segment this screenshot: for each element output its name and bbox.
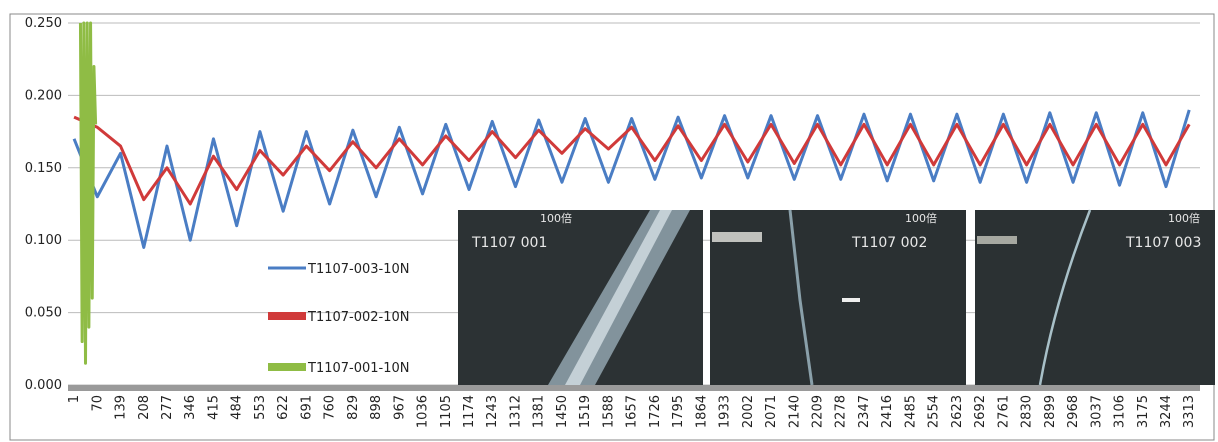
x-tick-label: 1864 <box>694 395 709 428</box>
x-tick-label: 208 <box>137 395 152 420</box>
x-tick-label: 2692 <box>973 395 988 428</box>
x-tick-label: 691 <box>299 395 314 420</box>
inset-label: T1107 001 <box>471 235 547 251</box>
y-tick-label: 0.250 <box>25 16 62 31</box>
y-tick-label: 0.150 <box>25 161 62 176</box>
x-tick-label: 2830 <box>1020 395 1035 428</box>
x-axis <box>68 385 1200 391</box>
y-tick-label: 0.200 <box>25 88 62 103</box>
x-tick-label: 1243 <box>485 395 500 428</box>
x-tick-label: 415 <box>206 395 221 420</box>
wear-track <box>565 210 672 385</box>
x-tick-label: 622 <box>276 395 291 420</box>
x-tick-label: 760 <box>323 395 338 420</box>
x-tick-label: 2209 <box>811 395 826 428</box>
x-tick-label: 2968 <box>1066 395 1081 428</box>
x-tick-label: 898 <box>369 395 384 420</box>
wear-track <box>788 209 814 386</box>
x-tick-label: 1036 <box>416 395 431 428</box>
legend-label: T1107-003-10N <box>307 262 410 277</box>
x-tick-label: 3313 <box>1182 395 1197 428</box>
x-tick-label: 1 <box>67 395 82 403</box>
legend-label: T1107-001-10N <box>307 361 410 376</box>
x-tick-label: 2140 <box>787 395 802 428</box>
x-tick-label: 139 <box>114 395 129 420</box>
x-tick-label: 346 <box>183 395 198 420</box>
y-tick-label: 0.000 <box>25 378 62 393</box>
axes: 0.000 0.050 0.100 0.150 0.200 0.250 1 70 139 208 2… <box>25 16 1200 428</box>
x-tick-label: 3037 <box>1089 395 1104 428</box>
x-tick-label: 967 <box>392 395 407 420</box>
x-tick-label: 70 <box>90 395 105 412</box>
x-tick-label: 277 <box>160 395 175 420</box>
x-tick-label: 2347 <box>857 395 872 428</box>
x-tick-label: 2071 <box>764 395 779 428</box>
x-tick-label: 2761 <box>996 395 1011 428</box>
x-tick-label: 2899 <box>1043 395 1058 428</box>
x-tick-label: 1588 <box>601 395 616 428</box>
x-tick-label: 2416 <box>880 395 895 428</box>
x-tick-label: 484 <box>230 395 245 420</box>
inset-label: T1107 002 <box>851 235 927 251</box>
series-line <box>78 21 98 365</box>
series-line <box>72 109 1191 249</box>
plot <box>72 21 1191 365</box>
x-tick-label: 1795 <box>671 395 686 428</box>
x-tick-label: 1312 <box>508 395 523 428</box>
x-tick-label: 2002 <box>741 395 756 428</box>
y-tick-label: 0.050 <box>25 306 62 321</box>
x-tick-label: 1657 <box>625 395 640 428</box>
inset-photos: 100倍 T1107 001 100倍 T1107 002 100倍 T1107… <box>458 209 1215 386</box>
x-tick-label: 1450 <box>555 395 570 428</box>
x-tick-label: 3106 <box>1113 395 1128 428</box>
x-tick-label: 2278 <box>834 395 849 428</box>
inset-magnification: 100倍 <box>540 211 572 225</box>
x-tick-label: 3175 <box>1136 395 1151 428</box>
x-tick-label: 1519 <box>578 395 593 428</box>
y-tick-label: 0.100 <box>25 233 62 248</box>
x-tick-label: 2485 <box>903 395 918 428</box>
x-tick-label: 2623 <box>950 395 965 428</box>
inset-magnification: 100倍 <box>1168 211 1200 225</box>
series-line <box>73 115 1191 206</box>
x-tick-label: 3244 <box>1159 395 1174 428</box>
inset-magnification: 100倍 <box>905 211 937 225</box>
x-tick-label: 829 <box>346 395 361 420</box>
glare <box>712 232 762 242</box>
x-tick-label: 2554 <box>927 395 942 428</box>
glare <box>977 236 1017 244</box>
wear-track <box>1038 209 1092 386</box>
x-tick-label: 1933 <box>718 395 733 428</box>
x-tick-label: 1174 <box>462 395 477 428</box>
legend-label: T1107-002-10N <box>307 310 410 325</box>
inset-label: T1107 003 <box>1125 235 1201 251</box>
x-tick-label: 1105 <box>439 395 454 428</box>
x-tick-label: 1381 <box>532 395 547 428</box>
legend: T1107-003-10N T1107-002-10N T1107-001-10N <box>268 262 410 376</box>
debris <box>842 298 860 302</box>
x-tick-label: 1726 <box>648 395 663 428</box>
x-tick-label: 553 <box>253 395 268 420</box>
